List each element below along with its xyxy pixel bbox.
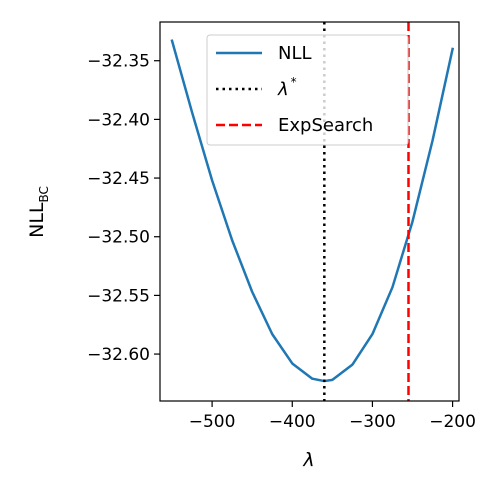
y-axis-label: NLLBC [26,186,51,238]
x-tick-label: −200 [429,412,476,432]
x-axis-label: λ [302,449,314,471]
y-axis-label-main: NLL [26,202,48,238]
x-tick-label: −500 [189,412,236,432]
axes-frame [159,21,460,402]
y-tick-label: −32.60 [87,345,150,365]
legend-box [206,34,409,146]
x-axis-ticks: −500 −400 −300 −200 [189,401,476,432]
y-tick-label: −32.40 [87,110,150,130]
y-tick-label: −32.45 [87,169,150,189]
legend: NLL λ * ExpSearch [206,34,409,146]
legend-label-nll: NLL [278,43,312,64]
series-line-nll [170,39,455,383]
y-axis-label-subscript: BC [37,186,51,202]
legend-label-expsearch: ExpSearch [278,115,373,136]
plot-content [170,22,455,401]
x-tick-label: −400 [269,412,316,432]
y-axis-ticks: −32.35 −32.40 −32.45 −32.50 −32.55 −32.60 [87,52,160,365]
y-tick-label: −32.35 [87,52,150,72]
x-tick-label: −300 [349,412,396,432]
y-tick-label: −32.55 [87,286,150,306]
y-tick-label: −32.50 [87,228,150,248]
legend-label-lambda-star: λ * [277,75,297,100]
